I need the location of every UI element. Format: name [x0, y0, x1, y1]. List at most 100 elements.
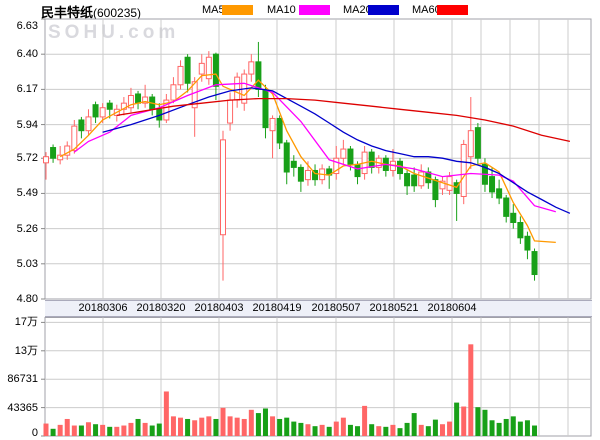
volume-axis-label: 43365 — [7, 401, 38, 414]
candle-body — [50, 147, 57, 159]
candle-body — [92, 104, 99, 118]
volume-bar — [340, 417, 346, 436]
candle-body — [290, 160, 297, 168]
candle-body — [64, 145, 71, 156]
volume-bar — [390, 424, 396, 436]
volume-axis-label: 13万 — [14, 344, 38, 357]
price-axis-label: 5.26 — [16, 222, 38, 235]
price-axis-label: 6.17 — [16, 83, 38, 96]
stock-title: 民丰特纸(600235) — [41, 2, 141, 21]
volume-axis-label: 17万 — [14, 316, 38, 329]
volume-bar — [510, 416, 516, 436]
ma10-line — [73, 82, 556, 213]
candle-body — [432, 179, 439, 201]
volume-bar — [418, 424, 424, 436]
sohu-watermark: SOHU.com — [48, 22, 180, 43]
volume-bar — [248, 409, 254, 436]
candle-body — [460, 143, 467, 197]
candle-body — [177, 65, 184, 86]
volume-bar — [100, 424, 106, 436]
candle-body — [503, 197, 510, 217]
volume-bar — [121, 425, 127, 436]
volume-axis-label: 86731 — [7, 373, 38, 386]
volume-bar — [128, 422, 134, 436]
volume-plot-border — [44, 317, 592, 437]
candle-body — [99, 107, 106, 118]
candle-body — [127, 95, 134, 109]
candle-body — [453, 182, 460, 194]
volume-bar — [319, 424, 325, 436]
volume-bar — [397, 428, 403, 436]
ma20-line — [102, 87, 571, 214]
price-axis-label: 6.40 — [16, 48, 38, 61]
volume-bar — [262, 408, 268, 436]
volume-bar — [78, 425, 84, 436]
candle-body — [135, 93, 142, 104]
date-label: 20180604 — [427, 302, 477, 314]
volume-bar — [107, 426, 113, 436]
candle-body — [163, 99, 170, 121]
price-axis-label: 6.63 — [16, 20, 38, 32]
volume-bar — [241, 418, 247, 436]
candle-body — [120, 102, 127, 110]
price-axis-label: 4.80 — [16, 293, 38, 305]
volume-bar — [468, 344, 474, 436]
stock-name: 民丰特纸 — [41, 5, 94, 20]
ma5-line — [59, 73, 556, 244]
volume-bar — [156, 423, 162, 436]
date-label: 20180306 — [78, 302, 128, 314]
volume-bar — [64, 418, 70, 436]
candle-body — [496, 188, 503, 199]
volume-bar — [163, 391, 169, 436]
candle-body — [43, 156, 49, 164]
volume-bar — [305, 424, 311, 436]
volume-bar — [496, 422, 502, 436]
volume-bar — [206, 416, 212, 436]
volume-bar — [447, 421, 453, 436]
price-axis-label: 5.94 — [16, 118, 38, 131]
volume-bar — [142, 422, 148, 436]
legend-swatch — [299, 5, 330, 15]
candle-body — [517, 221, 524, 239]
candle-body — [255, 61, 262, 90]
candle-body — [446, 176, 453, 191]
candle-body — [354, 163, 361, 178]
candle-body — [467, 130, 474, 158]
candle-body — [184, 56, 191, 84]
candle-body — [276, 117, 283, 144]
volume-bar — [376, 426, 382, 436]
candle-body — [531, 251, 538, 276]
volume-bar — [227, 416, 233, 436]
candle-body — [297, 166, 304, 182]
volume-bar — [432, 419, 438, 436]
volume-bar — [454, 402, 460, 436]
volume-bar — [270, 416, 276, 436]
volume-bar — [362, 405, 368, 436]
candle-body — [234, 76, 241, 101]
volume-bar — [326, 426, 332, 436]
candle-body — [474, 127, 481, 159]
legend-swatch — [368, 5, 399, 15]
volume-bar — [475, 407, 481, 436]
legend-swatch — [222, 5, 253, 15]
volume-bar — [85, 422, 91, 436]
volume-bar — [383, 426, 389, 436]
candle-body — [57, 154, 64, 161]
candle-body — [142, 96, 149, 104]
date-label: 20180320 — [136, 302, 186, 314]
volume-bar — [482, 409, 488, 436]
volume-bar — [291, 421, 297, 436]
candle-body — [304, 169, 311, 181]
volume-axis-label: 0 — [31, 427, 38, 439]
candle-body — [248, 61, 255, 75]
candle-body — [191, 81, 198, 109]
candle-body — [418, 171, 425, 187]
volume-bar — [255, 413, 261, 436]
date-label: 20180419 — [252, 302, 302, 314]
candle-body — [262, 88, 269, 129]
candle-body — [170, 84, 177, 101]
date-label: 20180403 — [194, 302, 244, 314]
legend-label: MA60 — [412, 4, 441, 16]
legend-label: MA20 — [343, 4, 372, 16]
